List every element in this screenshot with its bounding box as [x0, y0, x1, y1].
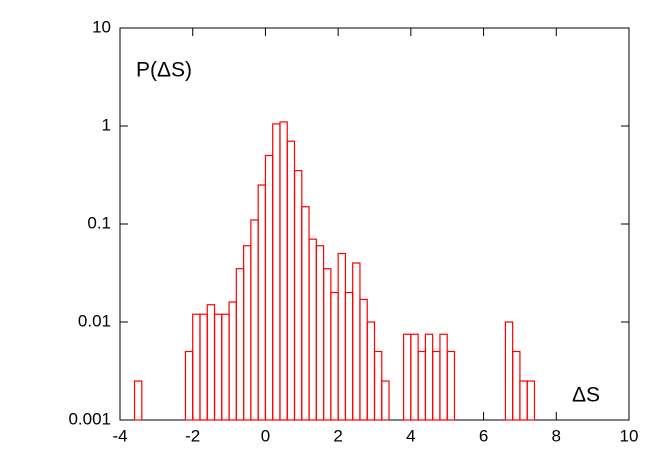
histogram-bar	[279, 121, 288, 421]
y-tick-label: 0.001	[68, 409, 111, 428]
histogram-bar	[504, 321, 514, 421]
x-tick-label: 6	[479, 426, 488, 445]
histogram-bar	[133, 380, 143, 421]
histogram-bar	[213, 313, 223, 421]
x-tick-label: 10	[620, 426, 639, 445]
x-tick-label: 8	[552, 426, 561, 445]
histogram-bar	[308, 238, 317, 421]
histogram-bar	[199, 313, 208, 421]
histogram-bar	[410, 333, 419, 421]
histogram-bar	[323, 268, 332, 421]
histogram-bar	[257, 184, 267, 421]
histogram-bar	[250, 219, 259, 421]
histogram-bar	[330, 291, 339, 421]
histogram-bar	[381, 380, 390, 421]
histogram-bar	[235, 268, 245, 421]
annotation: P(ΔS)	[136, 59, 192, 82]
x-tick-label: 0	[261, 426, 270, 445]
histogram-bar	[432, 350, 441, 421]
y-tick-label: 1	[102, 115, 111, 134]
histogram-bar	[366, 321, 376, 421]
histogram-bar	[315, 245, 325, 421]
histogram-bar	[344, 291, 354, 421]
histogram-bar	[192, 313, 201, 421]
x-axis-label: ΔS	[572, 384, 600, 407]
histogram-bar	[526, 380, 536, 421]
y-tick-label: 10	[92, 17, 111, 36]
x-tick-label: 2	[333, 426, 342, 445]
histogram-bar	[417, 350, 426, 421]
histogram-bar	[512, 350, 521, 421]
histogram-bar	[402, 333, 412, 421]
histogram-bar	[337, 252, 347, 421]
histogram-bar	[424, 333, 434, 421]
histogram-bar	[243, 245, 252, 421]
histogram-bar	[272, 123, 281, 421]
histogram-bar	[264, 154, 274, 421]
histogram-bar	[184, 350, 194, 421]
x-tick-label: 4	[406, 426, 415, 445]
histogram-bar	[206, 304, 216, 421]
histogram-bar	[439, 333, 448, 421]
histogram-bar	[359, 298, 368, 421]
histogram-bar	[228, 301, 237, 421]
histogram-bar	[221, 313, 230, 421]
histogram-bar	[373, 350, 383, 421]
histogram-bar	[446, 350, 456, 421]
histogram-bar	[286, 140, 296, 421]
y-tick-label: 0.01	[78, 311, 111, 330]
histogram-bar	[519, 380, 528, 421]
histogram-bar	[293, 170, 303, 421]
y-tick-label: 0.1	[87, 213, 111, 232]
x-tick-label: -4	[112, 426, 127, 445]
histogram-bar	[301, 206, 310, 421]
histogram-bar	[352, 262, 361, 421]
x-tick-label: -2	[185, 426, 200, 445]
